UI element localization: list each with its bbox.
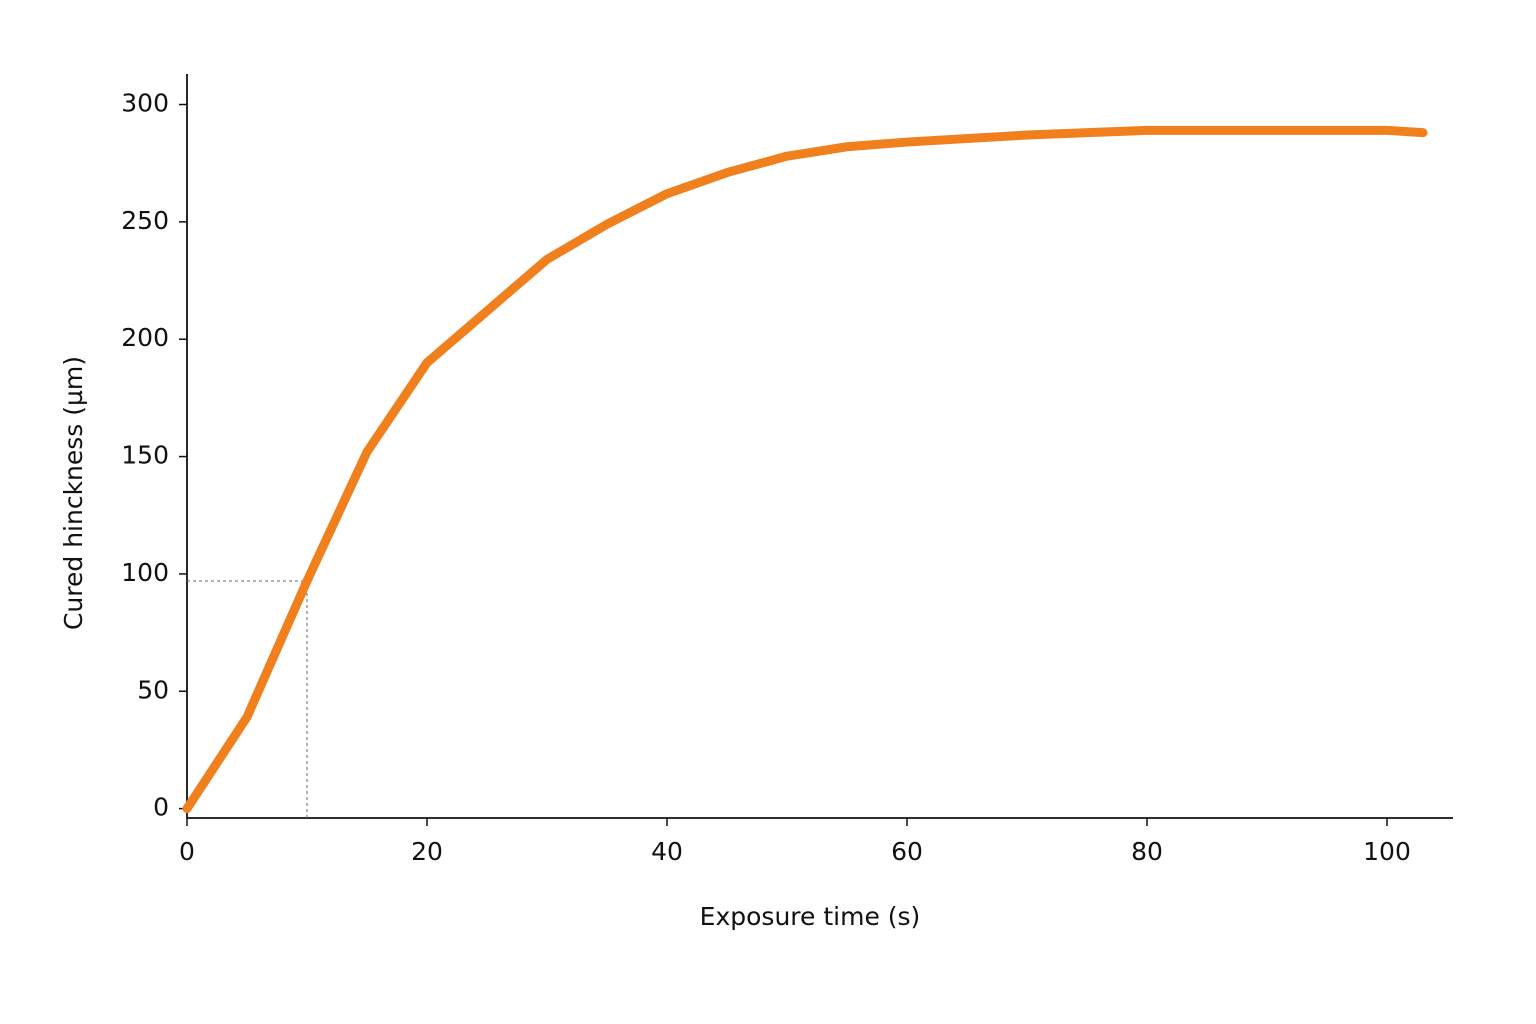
- data-line: [182, 125, 1428, 814]
- y-tick-label: 250: [121, 206, 169, 235]
- x-tick-label: 80: [1131, 837, 1163, 866]
- x-tick-label: 20: [411, 837, 443, 866]
- y-axis-label: Cured hinckness (µm): [59, 356, 88, 630]
- x-tick-label: 60: [891, 837, 923, 866]
- y-tick-label: 200: [121, 323, 169, 352]
- x-tick-label: 40: [651, 837, 683, 866]
- y-tick-label: 300: [121, 89, 169, 118]
- y-tick-label: 50: [137, 675, 169, 704]
- y-tick-label: 100: [121, 558, 169, 587]
- y-tick-label: 0: [153, 793, 169, 822]
- x-tick-label: 0: [179, 837, 195, 866]
- x-tick-label: 100: [1363, 837, 1411, 866]
- y-tick-label: 150: [121, 441, 169, 470]
- x-axis-label: Exposure time (s): [700, 902, 921, 931]
